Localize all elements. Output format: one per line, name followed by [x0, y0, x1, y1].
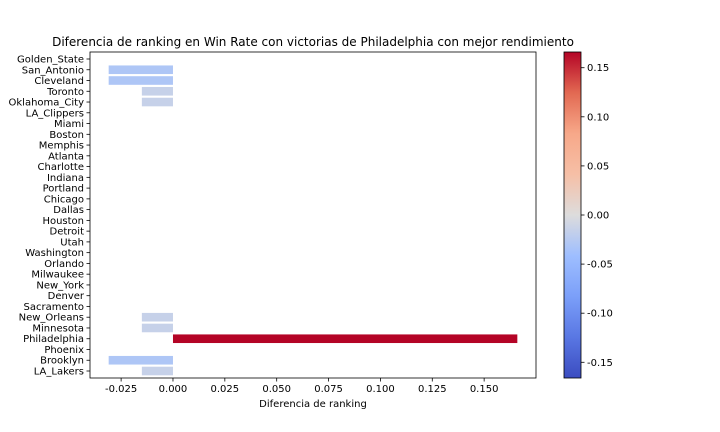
y-tick-label: Washington: [25, 248, 84, 259]
x-tick-label: -0.025: [105, 384, 137, 395]
y-tick-label: LA_Lakers: [34, 367, 84, 378]
y-tick-label: San_Antonio: [22, 65, 84, 76]
x-tick-label: 0.075: [314, 384, 343, 395]
bar-brooklyn: [108, 355, 173, 365]
plot-frame: [89, 51, 537, 379]
colorbar-tick-label: 0.00: [587, 211, 609, 222]
y-tick-label: Minnesota: [32, 323, 84, 334]
plot-area: Golden_StateSan_AntonioClevelandTorontoO…: [9, 51, 537, 395]
colorbar-tick-label: 0.15: [587, 63, 609, 74]
y-tick-label: Golden_State: [17, 54, 84, 65]
bar-la-lakers: [141, 366, 173, 376]
y-tick-label: Houston: [42, 216, 84, 227]
y-tick-label: Sacramento: [24, 302, 84, 313]
y-tick-label: Boston: [49, 130, 84, 141]
bar-toronto: [141, 86, 173, 96]
y-tick-label: Indiana: [47, 173, 84, 184]
y-tick-label: Philadelphia: [23, 334, 84, 345]
x-tick-label: 0.150: [470, 384, 499, 395]
y-tick-label: Chicago: [44, 194, 84, 205]
y-tick-label: Milwaukee: [31, 270, 84, 281]
bar-san-antonio: [108, 65, 173, 75]
x-tick-label: 0.100: [366, 384, 395, 395]
x-axis-label: Diferencia de ranking: [259, 399, 367, 410]
y-tick-label: New_Orleans: [19, 313, 84, 324]
bar-new-orleans: [141, 312, 173, 322]
y-tick-label: Phoenix: [44, 345, 84, 356]
colorbar: -0.15 -0.10 -0.05 0.00 0.05 0.10 0.15: [563, 51, 613, 379]
bar-cleveland: [108, 76, 173, 85]
colorbar-tick-label: -0.15: [587, 358, 613, 369]
y-tick-label: Charlotte: [38, 162, 84, 173]
y-tick-label: Memphis: [39, 141, 84, 152]
y-tick-label: Detroit: [50, 227, 85, 238]
y-tick-label: Brooklyn: [40, 356, 84, 367]
bar-philadelphia: [172, 334, 518, 344]
y-tick-label: Denver: [48, 291, 85, 302]
x-tick-label: 0.025: [211, 384, 240, 395]
y-tick-label: LA_Clippers: [26, 108, 84, 119]
bar-oklahoma-city: [141, 97, 173, 107]
colorbar-tick-label: -0.10: [587, 309, 613, 320]
x-tick-label: 0.125: [418, 384, 447, 395]
y-tick-label: New_York: [36, 280, 84, 291]
y-tick-label: Orlando: [44, 259, 84, 270]
colorbar-tick-label: -0.05: [587, 260, 613, 271]
x-tick-label: 0.050: [262, 384, 291, 395]
colorbar-tick-label: 0.05: [587, 161, 609, 172]
y-tick-label: Toronto: [46, 87, 84, 98]
y-tick-label: Miami: [54, 119, 84, 130]
y-tick-label: Utah: [60, 237, 84, 248]
colorbar-gradient: [563, 51, 582, 379]
colorbar-tick-label: 0.10: [587, 112, 609, 123]
y-tick-label: Cleveland: [34, 76, 84, 87]
y-tick-label: Atlanta: [48, 151, 84, 162]
chart-title: Diferencia de ranking en Win Rate con vi…: [52, 35, 574, 49]
y-tick-label: Oklahoma_City: [9, 98, 85, 109]
y-tick-label: Portland: [43, 184, 84, 195]
bar-minnesota: [141, 323, 173, 333]
x-tick-label: 0.000: [159, 384, 188, 395]
y-tick-label: Dallas: [53, 205, 84, 216]
